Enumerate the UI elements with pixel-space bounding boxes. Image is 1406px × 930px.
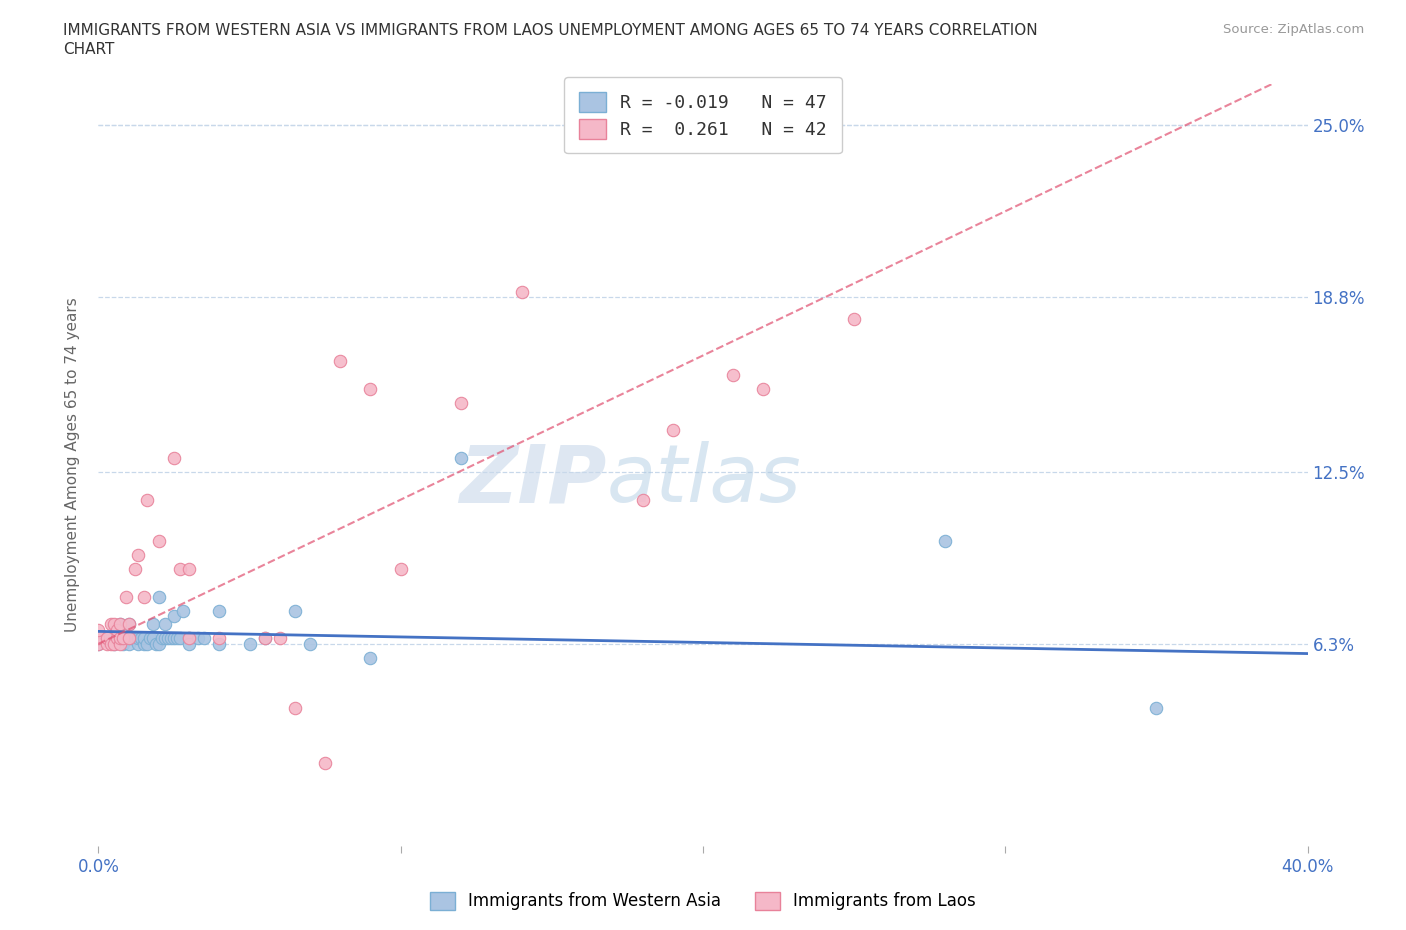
Point (127, 631, 149, 645)
Point (148, 636, 170, 651)
Point (105, 631, 128, 645)
Point (118, 617, 141, 631)
Point (129, 631, 152, 645)
Point (108, 636, 131, 651)
Point (156, 631, 179, 645)
Point (108, 631, 131, 645)
Point (153, 617, 176, 631)
Point (187, 631, 209, 645)
Point (111, 636, 134, 651)
Point (631, 492, 654, 507)
Point (87, 631, 110, 645)
Point (253, 631, 276, 645)
Point (253, 631, 276, 645)
Point (269, 631, 291, 645)
Point (121, 631, 143, 645)
Y-axis label: Unemployment Among Ages 65 to 74 years: Unemployment Among Ages 65 to 74 years (65, 298, 80, 632)
Point (208, 636, 231, 651)
Text: atlas: atlas (606, 441, 801, 519)
Point (108, 617, 131, 631)
Point (118, 636, 141, 651)
Point (163, 609, 186, 624)
Point (135, 492, 157, 507)
Point (844, 312, 866, 326)
Point (114, 590, 136, 604)
Point (87, 636, 110, 651)
Point (127, 636, 149, 651)
Point (108, 617, 131, 631)
Point (284, 700, 307, 715)
Point (179, 562, 201, 577)
Point (124, 562, 146, 577)
Legend: R = -0.019   N = 47, R =  0.261   N = 42: R = -0.019 N = 47, R = 0.261 N = 42 (564, 77, 842, 153)
Point (172, 604, 194, 618)
Point (142, 631, 165, 645)
Text: ZIP: ZIP (458, 441, 606, 519)
Point (103, 636, 125, 651)
Point (208, 604, 231, 618)
Point (179, 636, 201, 651)
Point (193, 631, 215, 645)
Point (142, 617, 165, 631)
Point (103, 636, 125, 651)
Point (96, 636, 118, 651)
Point (135, 636, 157, 651)
Point (1144, 700, 1167, 715)
Point (299, 636, 322, 651)
Point (132, 590, 155, 604)
Point (100, 617, 122, 631)
Point (139, 631, 162, 645)
Point (148, 534, 170, 549)
Point (450, 395, 472, 410)
Point (100, 636, 122, 651)
Point (87, 636, 110, 651)
Point (934, 534, 956, 549)
Point (114, 631, 136, 645)
Point (179, 631, 201, 645)
Point (160, 631, 183, 645)
Point (510, 285, 533, 299)
Point (118, 617, 141, 631)
Point (752, 381, 775, 396)
Point (661, 423, 683, 438)
Point (105, 631, 128, 645)
Point (169, 631, 191, 645)
Point (103, 617, 125, 631)
Point (166, 631, 188, 645)
Point (329, 353, 352, 368)
Point (153, 631, 176, 645)
Point (723, 367, 745, 382)
Point (284, 604, 307, 618)
Point (124, 631, 146, 645)
Point (105, 622, 128, 637)
Point (314, 756, 336, 771)
Point (360, 381, 382, 396)
Point (179, 631, 201, 645)
Point (150, 631, 173, 645)
Text: IMMIGRANTS FROM WESTERN ASIA VS IMMIGRANTS FROM LAOS UNEMPLOYMENT AMONG AGES 65 : IMMIGRANTS FROM WESTERN ASIA VS IMMIGRAN… (63, 23, 1038, 38)
Text: CHART: CHART (63, 42, 115, 57)
Point (163, 451, 186, 466)
Point (111, 631, 134, 645)
Point (208, 631, 231, 645)
Text: Source: ZipAtlas.com: Source: ZipAtlas.com (1223, 23, 1364, 36)
Point (87, 622, 110, 637)
Point (96, 631, 118, 645)
Point (132, 636, 155, 651)
Point (389, 562, 412, 577)
Point (145, 636, 167, 651)
Point (132, 631, 155, 645)
Point (360, 650, 382, 665)
Point (96, 631, 118, 645)
Point (127, 548, 149, 563)
Point (450, 451, 472, 466)
Point (118, 631, 141, 645)
Point (148, 590, 170, 604)
Legend: Immigrants from Western Asia, Immigrants from Laos: Immigrants from Western Asia, Immigrants… (423, 885, 983, 917)
Point (239, 636, 262, 651)
Point (169, 562, 191, 577)
Point (163, 631, 186, 645)
